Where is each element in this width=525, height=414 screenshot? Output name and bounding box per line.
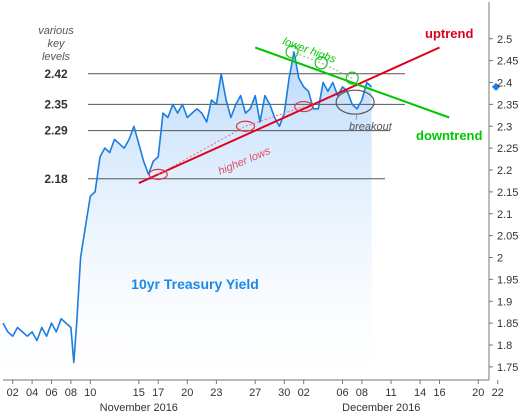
y-tick-label: 2	[497, 253, 503, 265]
axis-layer: 1.75 1.8 1.85 1.9 1.95 2 2.05 2.1 2.15 2.2 2.25 2.3…	[3, 2, 518, 414]
level-label: 2.35	[44, 97, 68, 111]
x-tick-label: 02	[298, 387, 310, 399]
trend-layer	[138, 46, 450, 185]
x-tick-label: 06	[45, 387, 57, 399]
y-tick-label: 2.2	[497, 165, 512, 177]
uptrend-label: uptrend	[425, 26, 473, 41]
series-area-fill	[3, 51, 372, 381]
uptrend-line	[138, 46, 440, 185]
y-tick-label: 2.3	[497, 121, 512, 133]
lower-highs-label: lower highs	[281, 36, 338, 66]
chart-title: 10yr Treasury Yield	[131, 276, 259, 292]
y-tick-label: 1.8	[497, 340, 512, 352]
level-label: 2.42	[44, 67, 68, 81]
y-tick-label: 2.4	[497, 78, 512, 90]
breakout-label: breakout	[349, 121, 393, 133]
x-tick-label: 06	[336, 387, 348, 399]
series-line	[2, 51, 373, 364]
x-tick-label: 08	[356, 387, 368, 399]
x-tick-label: 20	[472, 387, 484, 399]
y-tick-label: 2.35	[497, 99, 518, 111]
levels-header: various key levels	[38, 25, 74, 63]
y-tick-label: 1.9	[497, 296, 512, 308]
x-tick-label: 22	[492, 387, 504, 399]
line-layer	[2, 51, 500, 364]
higher-lows-link	[157, 106, 304, 175]
y-tick-label: 2.05	[497, 231, 518, 243]
x-tick-label: 20	[181, 387, 193, 399]
breakout-circle	[335, 89, 375, 115]
level-layer: 2.42 2.35 2.29 2.18	[44, 67, 405, 186]
x-tick-label: 27	[249, 387, 261, 399]
breakout-pointer	[355, 113, 358, 121]
annotation-layer: various key levels	[38, 25, 375, 180]
y-tick-label: 1.75	[497, 362, 518, 374]
x-tick-label: 14	[414, 387, 426, 399]
y-tick-label: 2.5	[497, 34, 512, 46]
y-tick-label: 2.45	[497, 56, 518, 68]
x-tick-label: 02	[7, 387, 19, 399]
y-tick-label: 2.1	[497, 209, 512, 221]
y-tick-label: 2.25	[497, 143, 518, 155]
downtrend-label: downtrend	[416, 128, 482, 143]
x-tick-label: 23	[210, 387, 222, 399]
higher-low-circle	[294, 100, 314, 113]
level-label: 2.29	[44, 124, 68, 138]
current-value-marker	[492, 82, 500, 91]
x-tick-label: 15	[133, 387, 145, 399]
x-tick-label: 17	[152, 387, 164, 399]
month-label: November 2016	[100, 402, 178, 414]
x-tick-label: 16	[433, 387, 445, 399]
higher-low-circle	[235, 120, 256, 132]
y-tick-label: 1.85	[497, 318, 518, 330]
x-tick-label: 04	[26, 387, 38, 399]
higher-low-circle	[148, 168, 168, 180]
x-tick-label: 11	[385, 387, 396, 399]
lower-high-circle	[345, 71, 359, 85]
x-tick-label: 30	[278, 387, 290, 399]
y-tick-label: 2.15	[497, 187, 518, 199]
downtrend-line	[254, 46, 450, 119]
month-label: December 2016	[342, 402, 420, 414]
level-label: 2.18	[44, 172, 68, 186]
x-tick-label: 08	[65, 387, 77, 399]
lower-high-circle	[314, 56, 328, 70]
area-layer	[3, 51, 372, 381]
y-tick-label: 1.95	[497, 274, 518, 286]
x-tick-label: 10	[84, 387, 96, 399]
lower-high-circle	[285, 45, 299, 59]
